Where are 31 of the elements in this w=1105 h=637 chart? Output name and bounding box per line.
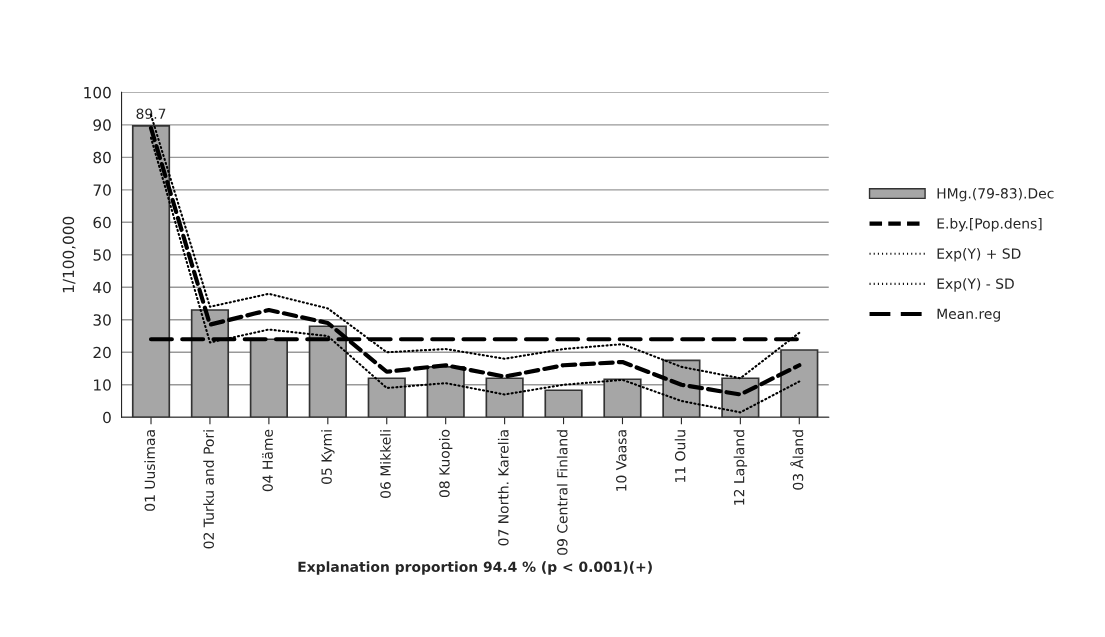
y-tick-label: 60 <box>93 216 111 229</box>
y-tick-label: 70 <box>93 184 111 196</box>
y-tick-label: 30 <box>93 314 111 326</box>
y-tick-label: 80 <box>93 151 111 164</box>
x-axis-title: Explanation proportion 94.4 % (p < 0.001)(+) <box>298 561 652 575</box>
x-tick-label: 08 Kuopio <box>438 429 453 498</box>
x-tick-label: 06 Mikkeli <box>380 430 391 498</box>
x-tick-label: 09 Central Finland <box>556 430 568 555</box>
x-tick-label: 12 Lapland <box>733 430 748 505</box>
data-label: 89.7 <box>136 108 166 119</box>
x-tick-label: 11 Oulu <box>674 430 686 482</box>
legend-label: HMg.(79-83).Dec <box>937 187 1054 202</box>
y-axis-title: 1/100,000 <box>62 216 76 293</box>
x-tick-label: 05 Kymi <box>321 430 335 484</box>
y-tick-label: 10 <box>94 379 111 391</box>
legend-label: Mean.reg <box>937 308 1000 322</box>
x-tick-label: 03 Åland <box>790 430 804 490</box>
x-tick-label: 10 Vaasa <box>616 430 627 491</box>
y-tick-label: 0 <box>103 411 111 424</box>
y-tick-label: 90 <box>93 119 111 131</box>
y-tick-label: 20 <box>93 346 111 359</box>
y-tick-label: 40 <box>93 281 111 294</box>
legend-label: Exp(Y) - SD <box>937 278 1014 292</box>
x-tick-label: 04 Häme <box>262 429 273 492</box>
x-tick-label: 01 Uusimaa <box>144 430 156 511</box>
y-tick-label: 50 <box>93 249 111 261</box>
y-tick-label: 100 <box>84 86 111 99</box>
x-tick-label: 07 North. Karelia <box>497 430 509 546</box>
legend-label: E.by.[Pop.dens] <box>937 217 1042 232</box>
x-tick-label: 02 Turku and Pori <box>203 430 214 549</box>
legend-label: Exp(Y) + SD <box>937 248 1021 262</box>
